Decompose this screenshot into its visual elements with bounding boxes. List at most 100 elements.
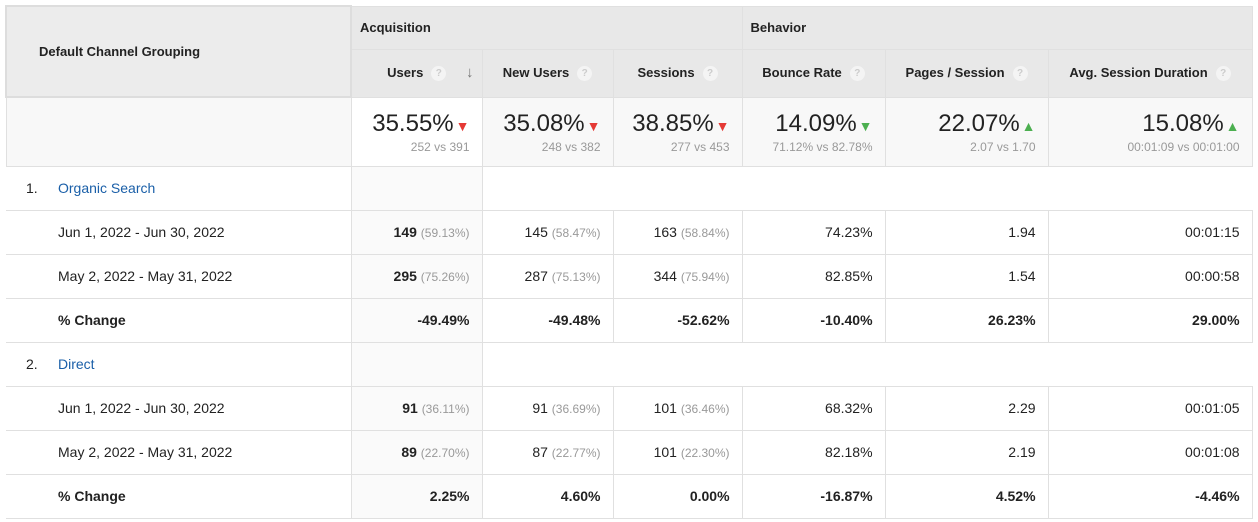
metric-value: 87 [532, 444, 548, 460]
green-arrow-up-icon: ▲ [1021, 117, 1036, 134]
total-cell: 38.85% ▼ 277 vs 453 [612, 96, 743, 167]
metric-value: 287 [524, 268, 548, 284]
metric-share: (22.77%) [551, 446, 601, 460]
metric-value: 00:01:15 [1185, 224, 1240, 240]
group-acquisition: Acquisition [350, 5, 743, 50]
metric-value: 26.23% [988, 312, 1036, 328]
dimension-header[interactable]: Default Channel Grouping [5, 5, 352, 98]
red-arrow-down-icon: ▼ [715, 117, 730, 134]
metric-header-bounce-rate[interactable]: Bounce Rate? [741, 48, 886, 98]
metric-value-cell: 00:01:08 [1047, 429, 1253, 475]
total-comparison: 248 vs 382 [541, 139, 601, 154]
metric-header-sessions[interactable]: Sessions? [612, 48, 743, 98]
metric-value-cell: -10.40% [741, 297, 886, 343]
metric-label: Pages / Session [905, 64, 1005, 80]
row-label: May 2, 2022 - May 31, 2022 [6, 253, 351, 299]
total-percent: 35.55% [372, 109, 454, 137]
help-circle-icon[interactable]: ? [702, 66, 718, 82]
metric-value: -52.62% [677, 312, 730, 328]
metric-label: Users [387, 64, 424, 80]
help-circle-icon[interactable]: ? [1215, 66, 1231, 82]
metric-value: 00:01:08 [1185, 444, 1240, 460]
metric-value-cell: 68.32% [741, 385, 886, 431]
metric-value: 82.85% [825, 268, 873, 284]
metric-value-cell: 295 (75.26%) [350, 253, 483, 299]
metric-share: (36.46%) [680, 402, 730, 416]
metric-value-cell: 287 (75.13%) [481, 253, 614, 299]
metric-value-cell: 91 (36.69%) [481, 385, 614, 431]
empty-cell [482, 341, 1253, 387]
channel-link[interactable]: Direct [58, 356, 95, 372]
total-cell: 15.08% ▲ 00:01:09 vs 00:01:00 [1047, 96, 1253, 167]
total-comparison: 00:01:09 vs 00:01:00 [1127, 139, 1240, 154]
metric-header-new-users[interactable]: New Users? [481, 48, 614, 98]
change-row: % Change -49.49% -49.48% -52.62% -10.40% 26.2… [6, 297, 1253, 343]
green-arrow-down-icon: ▼ [858, 117, 873, 134]
metric-value: 91 [532, 400, 548, 416]
total-cell: 22.07% ▲ 2.07 vs 1.70 [884, 96, 1049, 167]
metric-value: 1.94 [1008, 224, 1036, 240]
metric-value-cell: 2.19 [884, 429, 1049, 475]
metric-share: (36.11%) [421, 402, 470, 416]
metric-value-cell: 26.23% [884, 297, 1049, 343]
channel-index: 1. [26, 180, 38, 196]
metric-share: (59.13%) [420, 226, 470, 240]
metric-value: 101 [653, 444, 677, 460]
metric-header-pages-session[interactable]: Pages / Session? [884, 48, 1049, 98]
total-percent: 22.07% [938, 109, 1020, 137]
metric-share: (75.13%) [551, 270, 601, 284]
metric-header-avg-session-duration[interactable]: Avg. Session Duration? [1047, 48, 1253, 98]
analytics-table: Default Channel Grouping Acquisition Beh… [5, 5, 1253, 519]
row-label: % Change [6, 473, 351, 519]
metric-value-cell: 87 (22.77%) [481, 429, 614, 475]
metric-value: 82.18% [825, 444, 873, 460]
green-arrow-up-icon: ▲ [1225, 117, 1240, 134]
metric-value: 74.23% [825, 224, 873, 240]
row-label: Jun 1, 2022 - Jun 30, 2022 [6, 209, 351, 255]
metric-value-cell: 2.25% [350, 473, 483, 519]
metric-header-users[interactable]: Users? ↓ [350, 48, 483, 98]
metric-label: Sessions [637, 64, 695, 80]
total-cell: 35.55% ▼ 252 vs 391 [350, 96, 483, 167]
total-percent: 15.08% [1142, 109, 1224, 137]
metric-value: 68.32% [825, 400, 873, 416]
help-circle-icon[interactable]: ? [849, 66, 865, 82]
empty-cell [350, 165, 483, 211]
channel-cell: 1. Organic Search [6, 165, 351, 211]
total-comparison: 71.12% vs 82.78% [772, 139, 873, 154]
date-range-row: Jun 1, 2022 - Jun 30, 2022 149 (59.13%) 14… [6, 209, 1253, 255]
help-circle-icon[interactable]: ? [1012, 66, 1028, 82]
metric-share: (75.94%) [680, 270, 730, 284]
metric-value-cell: 1.94 [884, 209, 1049, 255]
channel-link[interactable]: Organic Search [58, 180, 156, 196]
change-row: % Change 2.25% 4.60% 0.00% -16.87% 4.52% -4.46… [6, 473, 1253, 519]
help-circle-icon[interactable]: ? [577, 66, 593, 82]
metric-value-cell: 101 (36.46%) [612, 385, 743, 431]
metric-value: 29.00% [1192, 312, 1240, 328]
metric-value-cell: -16.87% [741, 473, 886, 519]
metric-value-cell: 145 (58.47%) [481, 209, 614, 255]
metric-value: 145 [524, 224, 548, 240]
metric-value: 101 [653, 400, 677, 416]
metric-value-cell: 89 (22.70%) [350, 429, 483, 475]
metric-value: 00:01:05 [1185, 400, 1240, 416]
metric-value-cell: 4.52% [884, 473, 1049, 519]
metric-value-cell: 00:01:15 [1047, 209, 1253, 255]
total-percent: 14.09% [775, 109, 857, 137]
total-comparison: 252 vs 391 [410, 139, 470, 154]
metric-value-cell: 74.23% [741, 209, 886, 255]
metric-label: New Users [502, 64, 570, 80]
total-comparison: 2.07 vs 1.70 [970, 139, 1036, 154]
metric-value-cell: 82.85% [741, 253, 886, 299]
metric-value: -16.87% [820, 488, 873, 504]
metric-value-cell: -52.62% [612, 297, 743, 343]
metric-value-cell: 344 (75.94%) [612, 253, 743, 299]
channel-row: 1. Organic Search [6, 165, 1253, 211]
metric-value: -49.48% [548, 312, 601, 328]
metric-value: 1.54 [1008, 268, 1036, 284]
total-comparison: 277 vs 453 [670, 139, 730, 154]
channel-row: 2. Direct [6, 341, 1253, 387]
arrow-down-icon[interactable]: ↓ [466, 63, 474, 81]
help-circle-icon[interactable]: ? [431, 66, 447, 82]
metric-value-cell: 101 (22.30%) [612, 429, 743, 475]
